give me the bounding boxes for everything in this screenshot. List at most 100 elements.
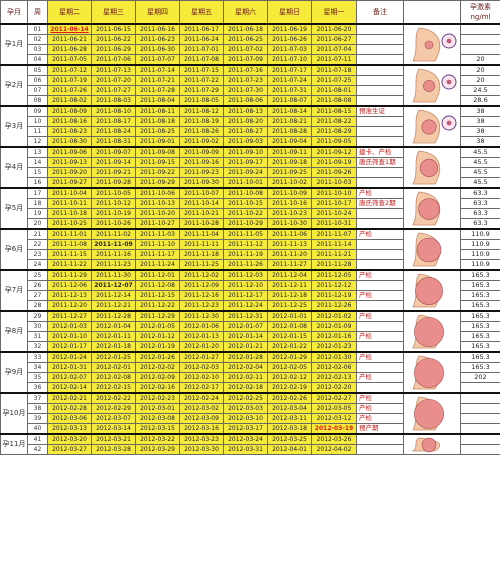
week-number: 40 bbox=[27, 423, 48, 435]
date-cell: 2011-07-07 bbox=[135, 54, 180, 66]
week-row: 孕4月 13 2011-09-06 2011-09-07 2011-09-08 2011-… bbox=[0, 146, 500, 189]
concentration-cell: 20 bbox=[460, 54, 500, 66]
month-label: 孕6月 bbox=[0, 228, 28, 271]
date-cell: 2012-03-18 bbox=[267, 423, 312, 435]
concentration-cell: 20 bbox=[460, 75, 500, 86]
date-cell: 2012-02-20 bbox=[311, 382, 357, 394]
note-cell bbox=[356, 75, 404, 86]
date-cell: 2011-06-26 bbox=[267, 34, 312, 45]
concentration-cell: 110.9 bbox=[460, 259, 500, 271]
date-cell: 2011-12-06 bbox=[47, 280, 92, 291]
date-cell: 2012-02-19 bbox=[267, 382, 312, 394]
header-note: 备注 bbox=[356, 0, 404, 25]
date-cell: 2011-07-29 bbox=[179, 85, 224, 96]
date-cell: 2012-02-04 bbox=[223, 362, 268, 373]
concentration-cell bbox=[460, 423, 500, 435]
date-cell: 2011-12-15 bbox=[135, 290, 180, 301]
week-row: 31 2012-01-10 2012-01-11 2012-01-12 2012-01-… bbox=[1, 331, 500, 342]
date-cell: 2011-06-20 bbox=[311, 23, 357, 35]
date-cell: 2011-07-01 bbox=[179, 44, 224, 55]
note-cell: 产检 bbox=[356, 310, 404, 322]
concentration-cell: 165.3 bbox=[460, 341, 500, 353]
date-cell: 2011-11-13 bbox=[267, 239, 312, 250]
date-cell: 2012-01-28 bbox=[223, 351, 268, 363]
date-cell: 2011-12-14 bbox=[91, 290, 136, 301]
fetus-icon bbox=[412, 191, 441, 225]
date-cell: 2012-02-01 bbox=[91, 362, 136, 373]
date-cell: 2012-01-29 bbox=[267, 351, 312, 363]
note-cell: 产检 bbox=[356, 228, 404, 240]
note-cell bbox=[356, 126, 404, 137]
week-number: 22 bbox=[27, 239, 48, 250]
date-cell: 2012-02-25 bbox=[223, 392, 268, 404]
fetus-illustration bbox=[403, 269, 461, 312]
week-row: 22 2011-11-08 2011-11-09 2011-11-10 2011-11-… bbox=[1, 239, 500, 250]
note-cell bbox=[356, 444, 404, 455]
concentration-cell: 38 bbox=[460, 116, 500, 127]
week-row: 06 2011-07-19 2011-07-20 2011-07-21 2011-07-… bbox=[1, 75, 500, 86]
date-cell: 2011-12-04 bbox=[267, 269, 312, 281]
date-cell: 2011-07-25 bbox=[311, 75, 357, 86]
date-cell: 2012-01-01 bbox=[267, 310, 312, 322]
fetus-illustration bbox=[403, 310, 461, 353]
date-cell: 2011-12-03 bbox=[223, 269, 268, 281]
date-cell: 2011-09-18 bbox=[267, 157, 312, 168]
week-row: 23 2011-11-15 2011-11-16 2011-11-17 2011-11-… bbox=[1, 249, 500, 260]
concentration-cell bbox=[460, 44, 500, 55]
date-cell: 2012-03-13 bbox=[47, 423, 92, 435]
week-number: 17 bbox=[27, 187, 48, 199]
date-cell: 2011-09-28 bbox=[91, 177, 136, 189]
date-cell: 2011-08-06 bbox=[223, 95, 268, 107]
date-cell: 2011-08-13 bbox=[223, 105, 268, 117]
concentration-cell: 165.3 bbox=[460, 300, 500, 312]
date-cell: 2012-02-12 bbox=[267, 372, 312, 383]
note-cell: 唐氏筛查1期 bbox=[356, 157, 404, 168]
month-label: 孕7月 bbox=[0, 269, 28, 312]
week-row: 40 2012-03-13 2012-03-14 2012-03-15 2012-03-… bbox=[1, 423, 500, 435]
date-cell: 2011-09-06 bbox=[47, 146, 92, 158]
week-row: 孕3月 09 2011-08-09 2011-08-10 2011-08-11 2011-… bbox=[0, 105, 500, 148]
week-row: 39 2012-03-06 2012-03-07 2012-03-08 2012-03-… bbox=[1, 413, 500, 424]
date-cell: 2011-09-01 bbox=[135, 136, 180, 148]
date-cell: 2012-01-03 bbox=[47, 321, 92, 332]
date-cell: 2011-08-02 bbox=[47, 95, 92, 107]
date-cell: 2011-12-22 bbox=[135, 300, 180, 312]
fetus-icon bbox=[412, 27, 457, 61]
date-cell: 2012-02-27 bbox=[311, 392, 357, 404]
date-cell: 2011-12-18 bbox=[267, 290, 312, 301]
date-cell: 2011-08-15 bbox=[311, 105, 357, 117]
date-cell: 2011-06-21 bbox=[47, 34, 92, 45]
note-cell bbox=[356, 23, 404, 35]
week-row: 孕2月 05 2011-07-12 2011-07-13 2011-07-14 2011-… bbox=[0, 64, 500, 107]
header-day: 星期二 bbox=[47, 0, 92, 25]
concentration-cell: 63.3 bbox=[460, 198, 500, 209]
date-cell: 2011-08-04 bbox=[135, 95, 180, 107]
date-cell: 2011-09-29 bbox=[135, 177, 180, 189]
date-cell: 2012-03-20 bbox=[47, 433, 92, 445]
concentration-cell: 202 bbox=[460, 372, 500, 383]
date-cell: 2011-10-07 bbox=[179, 187, 224, 199]
note-cell bbox=[356, 341, 404, 353]
date-cell: 2011-12-28 bbox=[91, 310, 136, 322]
date-cell: 2011-11-01 bbox=[47, 228, 92, 240]
concentration-cell: 38 bbox=[460, 105, 500, 117]
date-cell: 2012-01-18 bbox=[91, 341, 136, 353]
week-number: 26 bbox=[27, 280, 48, 291]
date-cell: 2011-12-30 bbox=[179, 310, 224, 322]
header-month: 孕月 bbox=[0, 0, 28, 25]
note-cell: 唐氏筛查2期 bbox=[356, 198, 404, 209]
week-number: 31 bbox=[27, 331, 48, 342]
date-cell: 2011-12-16 bbox=[179, 290, 224, 301]
note-cell bbox=[356, 321, 404, 332]
date-cell: 2011-08-31 bbox=[91, 136, 136, 148]
date-cell: 2012-02-28 bbox=[47, 403, 92, 414]
date-cell: 2011-11-27 bbox=[267, 259, 312, 271]
date-cell: 2011-12-29 bbox=[135, 310, 180, 322]
week-row: 14 2011-09-13 2011-09-14 2011-09-15 2011-09-… bbox=[1, 157, 500, 168]
date-cell: 2012-02-18 bbox=[223, 382, 268, 394]
date-cell: 2012-01-16 bbox=[311, 331, 357, 342]
date-cell: 2012-02-02 bbox=[135, 362, 180, 373]
fetus-icon bbox=[412, 314, 444, 348]
week-number: 04 bbox=[27, 54, 48, 66]
date-cell: 2012-03-25 bbox=[267, 433, 312, 445]
